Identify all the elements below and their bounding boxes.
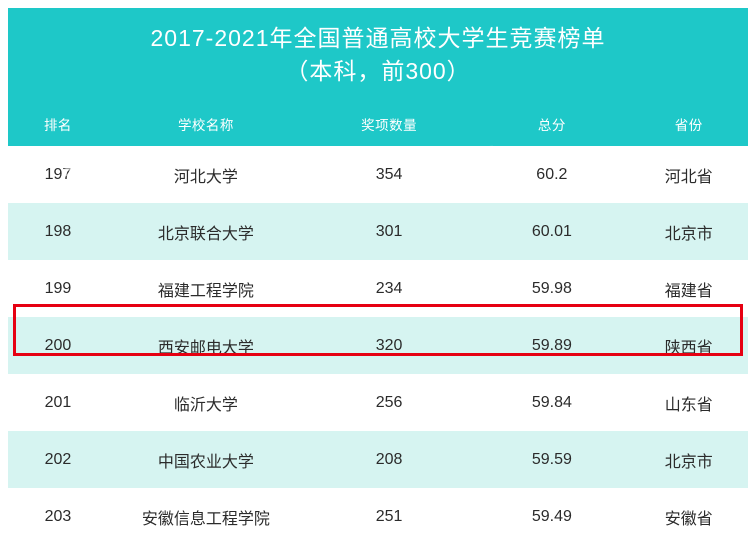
column-header-school: 学校名称	[107, 104, 304, 146]
cell-awards: 208	[303, 431, 475, 488]
cell-score: 60.2	[474, 146, 630, 203]
cell-rank: 200	[8, 317, 108, 374]
table-row: 199 福建工程学院 234 59.98 福建省	[8, 260, 748, 317]
cell-province: 北京市	[629, 203, 748, 260]
cell-rank: 197	[8, 146, 108, 203]
cell-rank: 201	[8, 374, 108, 431]
table-row: 197 河北大学 354 60.2 河北省	[8, 146, 748, 203]
cell-score: 59.98	[474, 260, 630, 317]
ranking-card: 2017-2021年全国普通高校大学生竞赛榜单 （本科，前300） 排名 学校名…	[8, 8, 748, 542]
cell-school: 福建工程学院	[107, 260, 304, 317]
cell-rank: 198	[8, 203, 108, 260]
cell-rank: 202	[8, 431, 108, 488]
cell-school: 安徽信息工程学院	[107, 488, 304, 542]
table-header-row: 排名 学校名称 奖项数量 总分 省份	[8, 104, 748, 146]
table-row: 202 中国农业大学 208 59.59 北京市	[8, 431, 748, 488]
cell-rank: 199	[8, 260, 108, 317]
cell-school: 河北大学	[107, 146, 304, 203]
cell-awards: 256	[303, 374, 475, 431]
cell-province: 北京市	[629, 431, 748, 488]
cell-school: 北京联合大学	[107, 203, 304, 260]
cell-rank: 203	[8, 488, 108, 542]
cell-score: 60.01	[474, 203, 630, 260]
cell-awards: 251	[303, 488, 475, 542]
table-row: 203 安徽信息工程学院 251 59.49 安徽省	[8, 488, 748, 542]
cell-awards: 234	[303, 260, 475, 317]
cell-province: 陕西省	[629, 317, 748, 374]
column-header-awards: 奖项数量	[303, 104, 475, 146]
cell-score: 59.49	[474, 488, 630, 542]
cell-province: 河北省	[629, 146, 748, 203]
cell-score: 59.89	[474, 317, 630, 374]
cell-province: 安徽省	[629, 488, 748, 542]
cell-score: 59.59	[474, 431, 630, 488]
column-header-rank: 排名	[8, 104, 108, 146]
card-title-bar: 2017-2021年全国普通高校大学生竞赛榜单 （本科，前300）	[8, 8, 748, 104]
column-header-province: 省份	[629, 104, 748, 146]
page-title-line-2: （本科，前300）	[285, 58, 471, 84]
page-title-line-1: 2017-2021年全国普通高校大学生竞赛榜单	[150, 25, 606, 51]
cell-awards: 301	[303, 203, 475, 260]
table-row-highlighted: 200 西安邮电大学 320 59.89 陕西省	[8, 317, 748, 374]
cell-school: 西安邮电大学	[107, 317, 304, 374]
cell-school: 中国农业大学	[107, 431, 304, 488]
cell-province: 福建省	[629, 260, 748, 317]
table-row: 198 北京联合大学 301 60.01 北京市	[8, 203, 748, 260]
cell-awards: 354	[303, 146, 475, 203]
cell-school: 临沂大学	[107, 374, 304, 431]
cell-awards: 320	[303, 317, 475, 374]
table-row: 201 临沂大学 256 59.84 山东省	[8, 374, 748, 431]
column-header-score: 总分	[474, 104, 630, 146]
cell-score: 59.84	[474, 374, 630, 431]
cell-province: 山东省	[629, 374, 748, 431]
ranking-table: 排名 学校名称 奖项数量 总分 省份 197 河北大学 354 60.2 河北省…	[8, 104, 748, 542]
